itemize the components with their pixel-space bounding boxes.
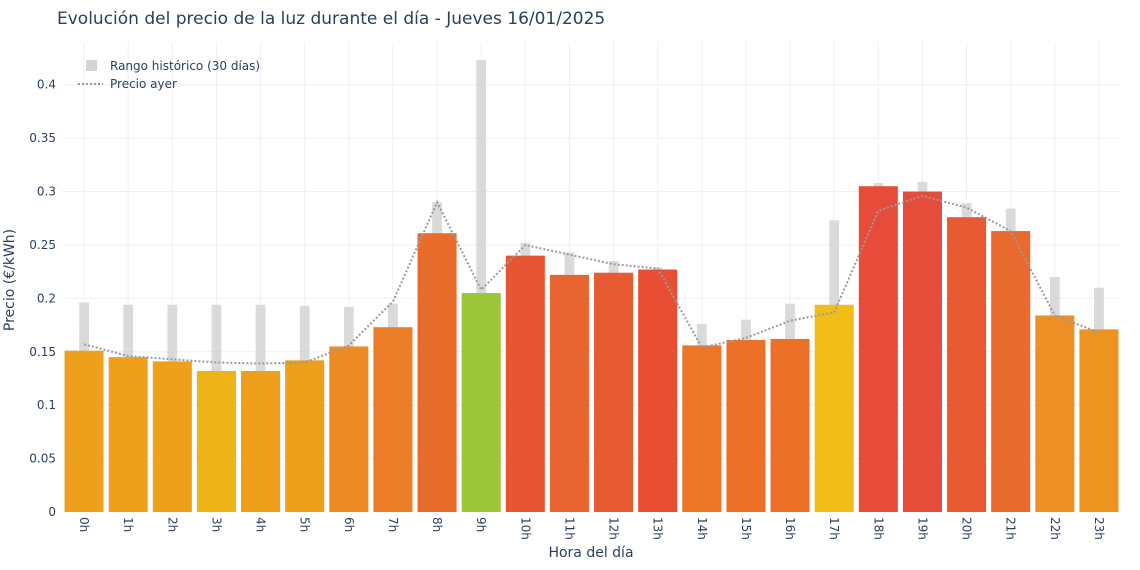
price-bar-0h bbox=[64, 350, 104, 512]
x-tick-label: 3h bbox=[209, 517, 223, 532]
y-tick-label: 0.3 bbox=[37, 185, 56, 199]
x-tick-label: 5h bbox=[298, 517, 312, 532]
price-bar-22h bbox=[1035, 315, 1075, 512]
x-tick-label: 20h bbox=[960, 517, 974, 540]
x-tick-label: 14h bbox=[695, 517, 709, 540]
legend-range-label: Rango histórico (30 días) bbox=[110, 59, 260, 73]
price-bar-12h bbox=[594, 272, 634, 512]
y-tick-label: 0.2 bbox=[37, 291, 56, 305]
yesterday-line-path bbox=[83, 194, 1100, 365]
legend: Rango histórico (30 días) Precio ayer bbox=[78, 59, 260, 91]
range-overlay-9h bbox=[476, 60, 487, 386]
x-tick-label: 12h bbox=[607, 517, 621, 540]
price-bar-10h bbox=[505, 255, 545, 513]
x-tick-label: 22h bbox=[1048, 517, 1062, 540]
price-bar-19h bbox=[902, 191, 942, 512]
y-tick-label: 0 bbox=[48, 505, 56, 519]
x-tick-label: 16h bbox=[783, 517, 797, 540]
price-bar-1h bbox=[108, 357, 148, 512]
price-bar-7h bbox=[373, 327, 413, 512]
price-bar-13h bbox=[638, 269, 678, 512]
x-tick-label: 21h bbox=[1004, 517, 1018, 540]
price-bar-3h bbox=[196, 371, 236, 512]
y-tick-label: 0.1 bbox=[37, 398, 56, 412]
x-tick-label: 10h bbox=[518, 517, 532, 540]
price-bar-17h bbox=[814, 304, 854, 512]
chart-title: Evolución del precio de la luz durante e… bbox=[57, 9, 605, 29]
range-bar-9h bbox=[476, 60, 487, 386]
price-bar-8h bbox=[417, 233, 457, 513]
price-bar-2h bbox=[152, 361, 192, 512]
x-tick-label: 19h bbox=[915, 517, 929, 540]
x-tick-label: 2h bbox=[165, 517, 179, 532]
yesterday-price-line bbox=[83, 194, 1100, 365]
y-tick-label: 0.15 bbox=[29, 345, 56, 359]
x-tick-label: 6h bbox=[342, 517, 356, 532]
price-bar-5h bbox=[285, 360, 325, 512]
price-bar-20h bbox=[947, 217, 987, 512]
price-bar-14h bbox=[682, 345, 722, 512]
x-tick-label: 4h bbox=[254, 517, 268, 532]
x-tick-label: 15h bbox=[739, 517, 753, 540]
x-tick-label: 11h bbox=[562, 517, 576, 540]
price-bar-11h bbox=[549, 274, 589, 512]
y-axis-title: Precio (€/kWh) bbox=[2, 229, 18, 331]
legend-ayer-label: Precio ayer bbox=[110, 77, 177, 91]
x-tick-label: 17h bbox=[827, 517, 841, 540]
y-tick-label: 0.35 bbox=[29, 131, 56, 145]
x-axis-title: Hora del día bbox=[548, 545, 633, 561]
y-tick-label: 0.05 bbox=[29, 452, 56, 466]
y-tick-label: 0.4 bbox=[37, 78, 56, 92]
x-tick-label: 0h bbox=[77, 517, 91, 532]
x-tick-label: 8h bbox=[430, 517, 444, 532]
x-tick-label: 1h bbox=[121, 517, 135, 532]
price-bar-23h bbox=[1079, 329, 1119, 512]
price-bar-21h bbox=[991, 231, 1031, 512]
x-tick-label: 7h bbox=[386, 517, 400, 532]
price-bar-16h bbox=[770, 338, 810, 512]
legend-range-swatch bbox=[86, 60, 97, 71]
x-tick-label: 23h bbox=[1092, 517, 1106, 540]
x-tick-label: 13h bbox=[651, 517, 665, 540]
price-bar-6h bbox=[329, 346, 369, 512]
x-axis-ticks: 0h 1h 2h 3h 4h 5h 6h 7h 8h 9h 10h 11h 12h 13h 14h 15h 16… bbox=[77, 517, 1106, 540]
price-bar-9h bbox=[461, 293, 501, 512]
price-bar-15h bbox=[726, 340, 766, 512]
price-bar-18h bbox=[858, 186, 898, 513]
price-bars bbox=[64, 186, 1119, 513]
x-tick-label: 18h bbox=[871, 517, 885, 540]
y-tick-label: 0.25 bbox=[29, 238, 56, 252]
y-axis-ticks: 0 0.05 0.1 0.15 0.2 0.25 0.3 0.35 0.4 bbox=[29, 78, 56, 519]
x-tick-label: 9h bbox=[474, 517, 488, 532]
price-bar-4h bbox=[241, 371, 281, 512]
